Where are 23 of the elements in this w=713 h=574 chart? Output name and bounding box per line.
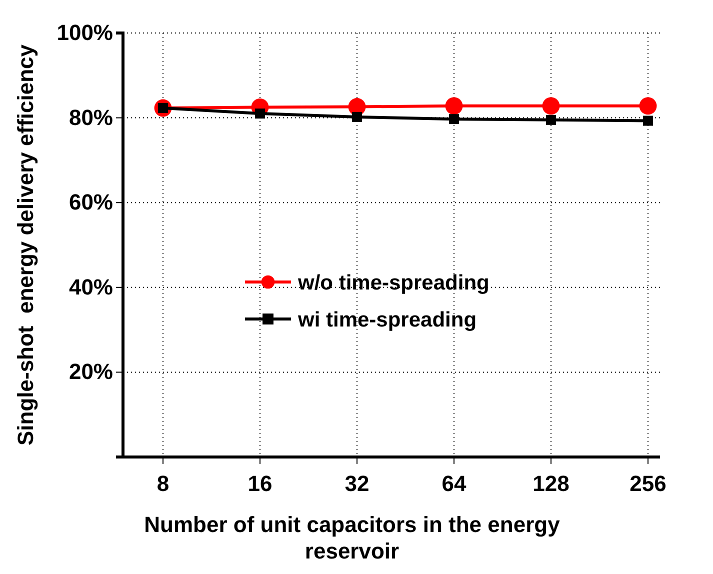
point bbox=[449, 114, 459, 124]
y-tick-label: 40% bbox=[68, 274, 113, 300]
x-tick-label: 32 bbox=[344, 471, 370, 496]
x-tick-label: 8 bbox=[156, 471, 170, 496]
legend-label: wi time-spreading bbox=[297, 308, 477, 332]
y-tick-label: 80% bbox=[68, 104, 113, 130]
x-tick-label: 128 bbox=[532, 471, 570, 496]
x-tick-label: 64 bbox=[442, 471, 467, 496]
point bbox=[639, 97, 657, 115]
point bbox=[542, 97, 560, 115]
y-tick-label: 20% bbox=[68, 359, 113, 384]
y-axis-title: Single-shot energy delivery efficiency bbox=[13, 44, 38, 446]
y-tick-label: 60% bbox=[68, 190, 113, 215]
point bbox=[445, 97, 463, 115]
point bbox=[643, 116, 653, 126]
x-axis-title: Number of unit capacitors in the energy reservoir bbox=[144, 512, 561, 564]
x-tick-label: 16 bbox=[248, 471, 272, 496]
legend-label: w/o time-spreading bbox=[297, 271, 490, 294]
x-tick-label: 256 bbox=[630, 471, 666, 496]
y-tick-label: 100% bbox=[56, 20, 113, 46]
point bbox=[255, 108, 265, 119]
point bbox=[352, 112, 362, 122]
point bbox=[546, 114, 556, 125]
